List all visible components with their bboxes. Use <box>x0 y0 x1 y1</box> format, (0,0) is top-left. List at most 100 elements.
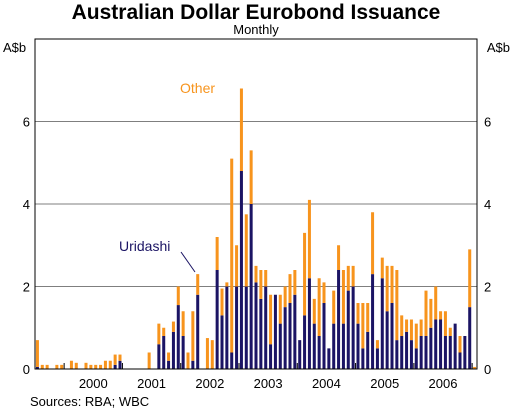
bar-other <box>351 265 355 287</box>
y-tick-label-left: 0 <box>23 362 30 377</box>
bar-uridashi <box>293 294 297 369</box>
bar-uridashi <box>405 331 409 369</box>
bar-other <box>312 298 316 324</box>
bar-uridashi <box>176 305 180 369</box>
bar-other <box>147 352 151 369</box>
x-tick-label: 2006 <box>429 376 458 391</box>
gridlines <box>35 121 477 287</box>
bars <box>35 88 477 369</box>
bar-other <box>385 265 389 312</box>
bar-uridashi <box>337 270 341 369</box>
y-tick-label-right: 6 <box>484 115 491 130</box>
bar-other <box>103 360 107 369</box>
bar-other <box>356 303 360 324</box>
bar-other <box>375 340 379 349</box>
bar-other <box>196 274 200 295</box>
bar-other <box>341 270 345 324</box>
bar-other <box>74 362 78 369</box>
bar-uridashi <box>259 298 263 369</box>
bar-other <box>259 270 263 299</box>
bar-other <box>458 336 462 353</box>
bar-other <box>84 362 88 369</box>
bar-other <box>419 319 423 336</box>
bar-uridashi <box>366 331 370 369</box>
bar-other <box>35 340 39 367</box>
bar-other <box>167 352 171 361</box>
bar-uridashi <box>254 282 258 369</box>
bar-uridashi <box>264 286 268 369</box>
bar-uridashi <box>395 340 399 369</box>
bar-other <box>254 265 258 283</box>
bar-other <box>45 364 49 369</box>
bar-uridashi <box>278 323 282 369</box>
bar-other <box>244 214 248 287</box>
bar-other <box>230 158 234 353</box>
bar-uridashi <box>288 303 292 369</box>
bar-uridashi <box>458 352 462 369</box>
bar-other <box>215 237 219 270</box>
bar-other <box>361 303 365 349</box>
bar-other <box>400 315 404 336</box>
bar-uridashi <box>118 360 122 369</box>
bar-uridashi <box>215 270 219 369</box>
bar-uridashi <box>181 336 185 369</box>
x-tick-label: 2003 <box>254 376 283 391</box>
bar-other <box>89 364 93 369</box>
bar-uridashi <box>225 286 229 369</box>
y-axis-label-right: A$b <box>487 40 510 55</box>
y-tick-label-left: 4 <box>23 197 30 212</box>
bar-uridashi <box>443 336 447 369</box>
bar-other <box>210 340 214 369</box>
bar-other <box>186 352 190 369</box>
bar-uridashi <box>361 348 365 369</box>
annotation-uridashi: Uridashi <box>119 238 170 254</box>
bar-other <box>181 311 185 336</box>
tick-labels: 0 0 2 2 4 4 6 6 2000 2001 2002 2003 2004 2005 2006 <box>23 115 491 392</box>
bar-uridashi <box>230 352 234 369</box>
bar-other <box>69 360 73 369</box>
bar-uridashi <box>351 286 355 369</box>
bar-uridashi <box>409 340 413 369</box>
x-tick-label: 2002 <box>195 376 224 391</box>
bar-uridashi <box>162 336 166 369</box>
bar-other <box>434 286 438 320</box>
bar-uridashi <box>298 340 302 369</box>
bar-other <box>395 270 399 341</box>
bar-uridashi <box>220 315 224 369</box>
bar-uridashi <box>356 323 360 369</box>
bar-uridashi <box>414 348 418 369</box>
bar-uridashi <box>322 303 326 369</box>
bar-other <box>332 290 336 324</box>
bar-other <box>473 366 477 369</box>
bar-other <box>443 311 447 336</box>
bar-uridashi <box>439 319 443 369</box>
bar-other <box>293 270 297 295</box>
bar-other <box>40 364 44 369</box>
bar-other <box>225 282 229 287</box>
bar-other <box>60 364 64 369</box>
y-axis-label-left: A$b <box>3 40 26 55</box>
y-tick-label-right: 2 <box>484 280 491 295</box>
bar-uridashi <box>269 344 273 369</box>
bar-uridashi <box>191 360 195 369</box>
bar-other <box>171 321 175 332</box>
plot-frame <box>34 38 478 370</box>
bar-other <box>108 360 112 369</box>
x-tick-label: 2000 <box>79 376 108 391</box>
bar-uridashi <box>283 307 287 369</box>
bar-uridashi <box>235 286 239 369</box>
bar-other <box>278 294 282 324</box>
bar-other <box>94 364 98 369</box>
x-tick-label: 2005 <box>370 376 399 391</box>
bar-other <box>205 338 209 369</box>
bar-other <box>424 290 428 336</box>
bar-uridashi <box>332 323 336 369</box>
bar-other <box>468 249 472 308</box>
bar-other <box>191 311 195 361</box>
x-tick-label: 2001 <box>137 376 166 391</box>
bar-other <box>220 288 224 316</box>
bar-other <box>113 354 117 365</box>
bar-other <box>264 270 268 287</box>
annotation-other: Other <box>180 80 215 96</box>
